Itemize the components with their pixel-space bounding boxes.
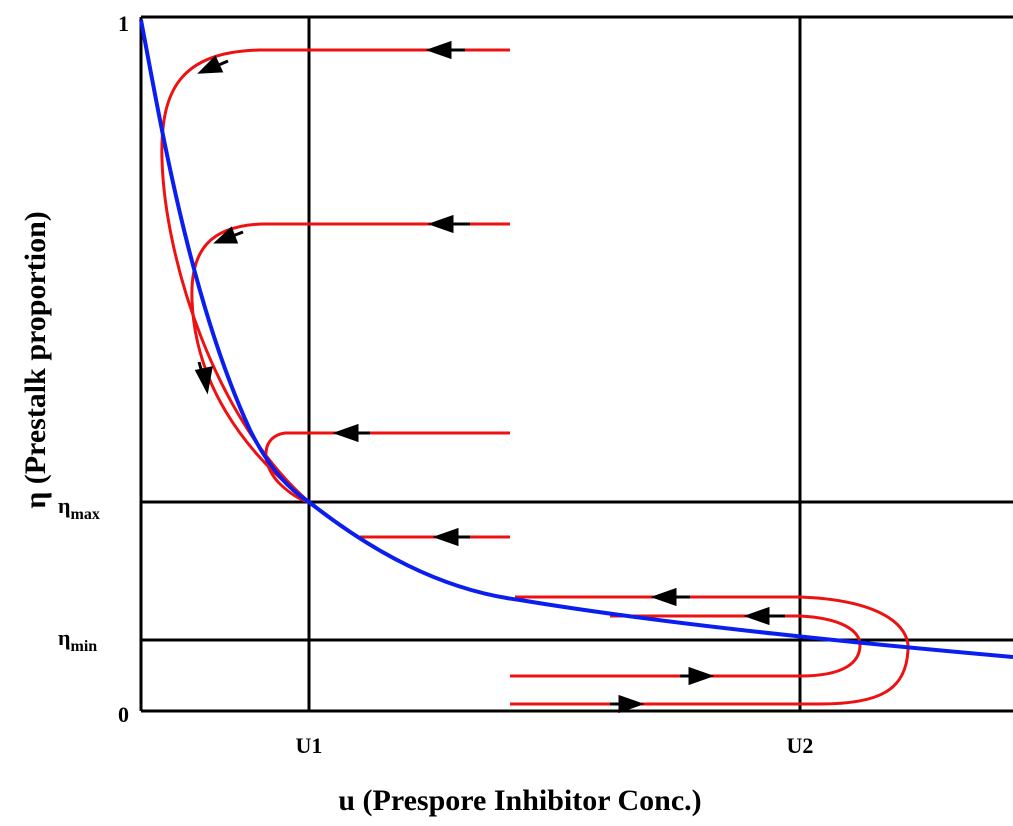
nullcline-curve bbox=[141, 20, 1013, 657]
y-axis-title: η (Prestalk proportion) bbox=[19, 211, 52, 509]
arrow-left-icon bbox=[430, 43, 465, 57]
y-top-label: 1 bbox=[118, 11, 129, 36]
eta-min-subscript: min bbox=[71, 638, 98, 655]
arrow-left-icon bbox=[337, 426, 370, 440]
eta-max-label: ηmax bbox=[58, 493, 100, 523]
eta-min-symbol: η bbox=[58, 625, 71, 650]
eta-max-symbol: η bbox=[58, 493, 71, 518]
arrow-left-icon bbox=[748, 609, 785, 623]
trajectories bbox=[162, 50, 908, 704]
arrow-downleft-icon bbox=[217, 229, 243, 242]
arrow-right-icon bbox=[680, 669, 710, 683]
eta-min-label: ηmin bbox=[58, 625, 97, 655]
arrow-right-icon bbox=[610, 697, 640, 711]
direction-arrows bbox=[197, 43, 785, 711]
x-tick-u1: U1 bbox=[296, 733, 323, 758]
x-axis-title: u (Prespore Inhibitor Conc.) bbox=[338, 784, 701, 817]
arrow-left-icon bbox=[432, 217, 470, 231]
x-tick-u2: U2 bbox=[787, 733, 814, 758]
arrow-left-icon bbox=[437, 530, 470, 544]
y-bottom-label: 0 bbox=[118, 702, 129, 727]
trajectory-2 bbox=[192, 224, 510, 502]
eta-max-subscript: max bbox=[71, 506, 100, 523]
trajectory-5 bbox=[510, 597, 908, 704]
arrow-left-icon bbox=[655, 590, 690, 604]
trajectory-3 bbox=[266, 433, 510, 502]
